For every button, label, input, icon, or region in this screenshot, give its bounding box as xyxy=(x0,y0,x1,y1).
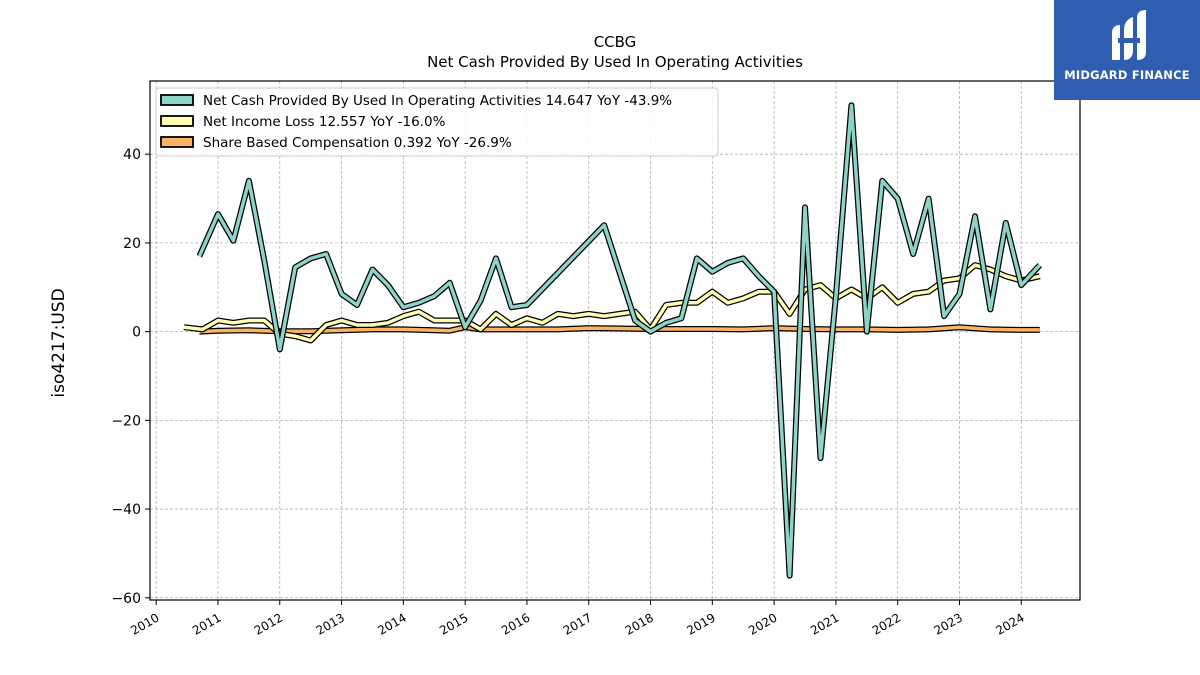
legend-entry: Net Income Loss 12.557 YoY -16.0% xyxy=(203,114,446,130)
series-lines xyxy=(183,102,1043,579)
logo-mark-icon xyxy=(1112,10,1146,60)
share-comp-line-stroke xyxy=(199,325,1040,334)
legend-swatch xyxy=(160,94,194,106)
x-tick-label: 2021 xyxy=(808,610,841,637)
brand-logo: MIDGARD FINANCE xyxy=(1054,0,1200,100)
x-tick-label: 2024 xyxy=(993,610,1026,637)
logo-text: MIDGARD FINANCE xyxy=(1064,68,1190,82)
chart-title: CCBG xyxy=(594,33,637,51)
legend-entry: Share Based Compensation 0.392 YoY -26.9… xyxy=(203,135,512,151)
x-tick-label: 2014 xyxy=(375,610,408,637)
legend: Net Cash Provided By Used In Operating A… xyxy=(155,87,719,157)
x-tick-label: 2018 xyxy=(623,610,656,637)
legend-entry: Net Cash Provided By Used In Operating A… xyxy=(203,93,672,109)
x-tick-label: 2010 xyxy=(128,610,161,637)
x-tick-label: 2023 xyxy=(932,610,965,637)
x-tick-label: 2011 xyxy=(190,610,223,637)
x-tick-label: 2012 xyxy=(252,610,285,637)
share-comp-line xyxy=(199,324,1040,335)
x-tick-label: 2020 xyxy=(746,610,779,637)
legend-box xyxy=(155,87,719,157)
legend-swatch xyxy=(160,136,194,148)
x-tick-label: 2022 xyxy=(870,610,903,637)
x-tick-label: 2013 xyxy=(314,610,347,637)
x-tick-label: 2015 xyxy=(437,610,470,637)
y-tick-label: −60 xyxy=(111,591,141,607)
net-income-line-stroke xyxy=(183,263,1041,343)
chart-subtitle: Net Cash Provided By Used In Operating A… xyxy=(427,53,803,71)
axes: −60 −40 −20 0 20 40 2010 2011 2012 2013 2014 2015 20… xyxy=(111,147,1026,638)
grid xyxy=(150,81,1080,600)
y-tick-label: 40 xyxy=(123,147,141,163)
y-tick-label: −20 xyxy=(111,413,141,429)
y-axis-label: iso4217:USD xyxy=(49,288,69,397)
operating-cash-line xyxy=(196,102,1043,579)
plot-frame xyxy=(149,80,1081,601)
legend-swatch xyxy=(160,115,194,127)
operating-cash-line-stroke xyxy=(197,103,1042,578)
x-tick-label: 2016 xyxy=(499,610,532,637)
x-tick-label: 2019 xyxy=(684,610,717,637)
operating-cash-line-outline xyxy=(196,102,1043,579)
x-tick-label: 2017 xyxy=(561,610,594,637)
y-tick-label: 20 xyxy=(123,236,141,252)
net-income-line xyxy=(183,262,1041,344)
y-tick-label: −40 xyxy=(111,502,141,518)
y-tick-label: 0 xyxy=(132,325,141,341)
